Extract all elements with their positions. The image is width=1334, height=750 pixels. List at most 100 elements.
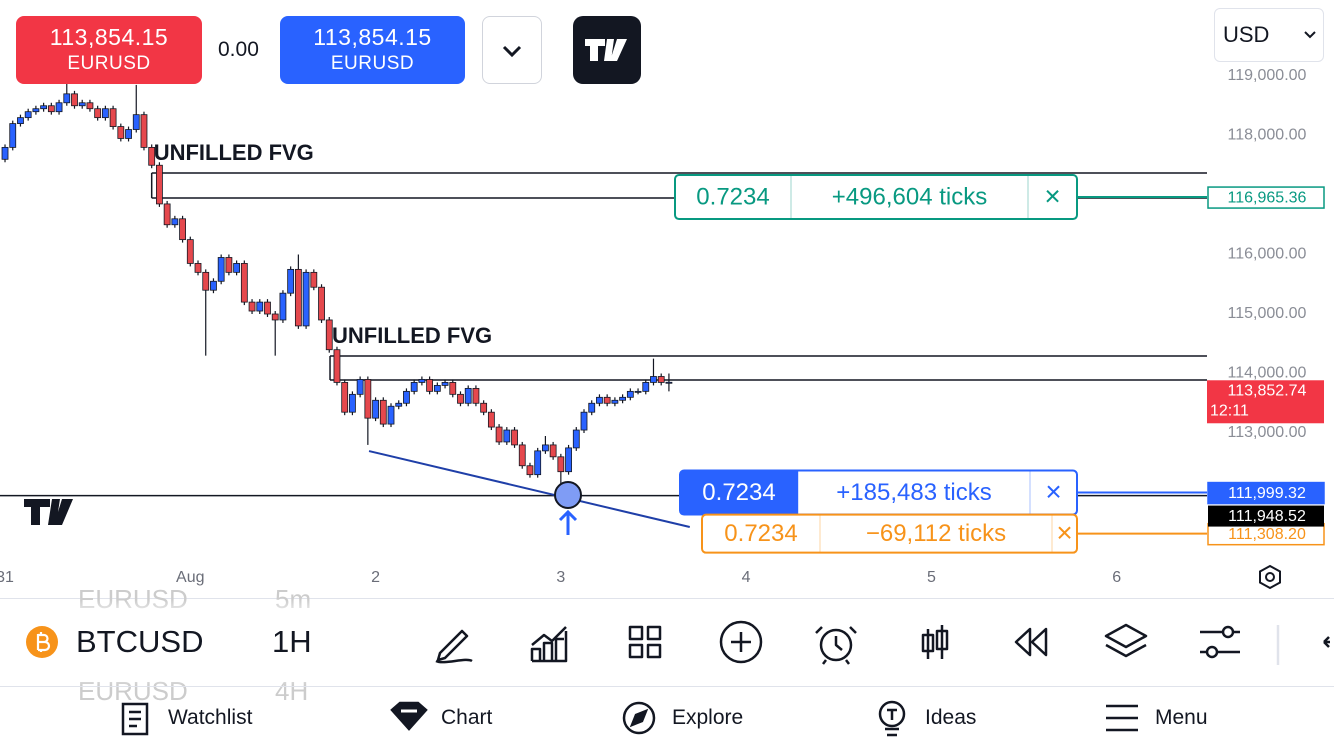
candle-body: [140, 114, 148, 148]
candle-body: [495, 426, 503, 443]
candle-body: [101, 108, 109, 119]
last-price-box: [1207, 380, 1324, 424]
candle-body: [202, 271, 210, 291]
candle-body: [665, 381, 673, 384]
x-tick-label: 2: [371, 569, 380, 586]
candle-body: [94, 108, 102, 119]
candle-body: [125, 129, 132, 139]
interval[interactable]: 1H: [272, 624, 312, 659]
layers-icon[interactable]: [1104, 623, 1148, 658]
candle-body: [310, 271, 318, 288]
countdown: 12:11: [1210, 402, 1249, 419]
candle-body: [325, 319, 333, 351]
buy-price: 113,854.15: [313, 24, 432, 50]
trendline: [368, 450, 690, 529]
candle-body: [256, 301, 264, 312]
chevron-icon: [502, 45, 522, 58]
ideas-icon: [878, 700, 906, 728]
y-tick-label: 116,000.00: [1228, 246, 1307, 263]
order-quantity: 0.7234: [702, 479, 775, 506]
order-box[interactable]: [674, 174, 1078, 221]
candle-body: [403, 390, 410, 404]
candle-body: [603, 396, 611, 404]
candle-body: [634, 390, 642, 393]
order-close[interactable]: ×: [1044, 180, 1060, 211]
buy-symbol: EURUSD: [330, 53, 415, 74]
x-tick-label: 4: [742, 569, 751, 586]
chart-type-icon[interactable]: [921, 625, 949, 659]
candle-body: [580, 411, 588, 431]
order-pnl: −69,112 ticks: [866, 520, 1006, 547]
order-box[interactable]: [701, 513, 1078, 554]
sell-button[interactable]: 113,854.15 EURUSD: [16, 16, 202, 84]
order-close[interactable]: ×: [1045, 476, 1061, 507]
symbol[interactable]: BTCUSD: [76, 624, 204, 659]
chart-icon: [390, 701, 428, 731]
plot: [0, 81, 1207, 535]
alert-arrow: [558, 509, 578, 535]
overlays: 119,000.00118,000.00117,000.00116,000.00…: [0, 67, 1325, 586]
candle-body: [487, 411, 495, 428]
candle-body: [526, 465, 534, 476]
add-icon[interactable]: [719, 620, 763, 664]
sell-symbol: EURUSD: [67, 53, 151, 74]
candle-body: [287, 268, 295, 294]
indicators-icon[interactable]: [530, 626, 568, 663]
candle-body: [480, 402, 488, 413]
x-tick-label: 5: [927, 569, 936, 586]
alert-marker: [554, 481, 582, 509]
collapse-icon[interactable]: [1323, 636, 1330, 648]
nav-chart[interactable]: Chart: [441, 706, 493, 729]
candle-body: [619, 396, 627, 401]
layouts-icon[interactable]: [628, 625, 662, 659]
candle-body: [240, 263, 248, 303]
candle-body: [511, 429, 518, 446]
candle-body: [387, 405, 395, 425]
fvg-label: UNFILLED FVG: [154, 140, 314, 165]
candle-body: [503, 429, 511, 443]
candle-body: [588, 402, 596, 413]
draw-icon[interactable]: [435, 629, 473, 664]
currency: USD: [1223, 22, 1270, 47]
logo-icon: [585, 39, 627, 61]
candle-body: [17, 117, 24, 124]
candle-body: [117, 126, 125, 139]
order-price-box: [1207, 186, 1325, 209]
order-price-box: [1207, 481, 1325, 505]
fvg-label: UNFILLED FVG: [332, 323, 492, 348]
nav-watchlist[interactable]: Watchlist: [168, 706, 253, 729]
settings-icon-center: [1265, 572, 1275, 582]
candle-body: [40, 105, 48, 110]
select-arrow: [1304, 31, 1316, 39]
y-tick-label: 115,000.00: [1228, 305, 1307, 322]
currency-select[interactable]: USD: [1214, 8, 1324, 62]
candle-body: [464, 387, 472, 404]
alert-icon[interactable]: [819, 628, 853, 662]
y-tick-label: 118,000.00: [1228, 127, 1307, 144]
x-tick-label: Aug: [176, 569, 204, 586]
candle-body: [279, 292, 287, 321]
x-tick-label: 3: [556, 569, 565, 586]
buy-button[interactable]: 113,854.15 EURUSD: [280, 16, 465, 84]
logo-button[interactable]: [573, 16, 641, 84]
expand-button[interactable]: [482, 16, 542, 84]
spread: 0.00: [218, 38, 259, 61]
candle-body: [71, 93, 78, 107]
candle-body: [572, 429, 580, 449]
divider: [0, 598, 1334, 599]
replay-icon[interactable]: [1014, 627, 1048, 657]
nav-ideas[interactable]: Ideas: [925, 706, 977, 729]
candle-body: [372, 399, 379, 419]
watermark-logo: [24, 499, 73, 525]
order-close[interactable]: ×: [1056, 517, 1072, 548]
settings-icon[interactable]: [1259, 564, 1281, 590]
y-tick-label: 114,000.00: [1228, 365, 1307, 382]
nav-menu[interactable]: Menu: [1155, 706, 1208, 729]
nav-icons: [121, 700, 1138, 737]
nav-explore[interactable]: Explore: [672, 706, 744, 729]
candle-body: [611, 399, 619, 404]
candle-body: [271, 313, 279, 321]
settings-icon[interactable]: [1200, 630, 1240, 654]
candle-body: [426, 379, 434, 392]
candle-body: [233, 263, 241, 273]
